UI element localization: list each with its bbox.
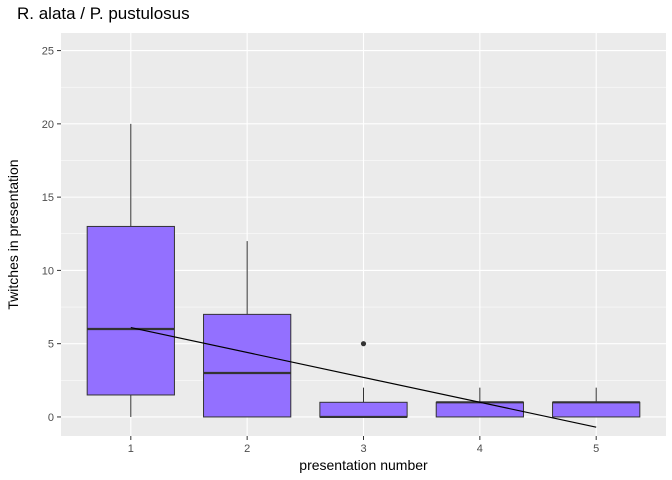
outlier-point: [360, 341, 367, 347]
x-tick-label: 4: [477, 443, 483, 455]
y-tick-label: 20: [42, 119, 54, 131]
trend-line: [130, 326, 597, 428]
y-axis-title: Twitches in presentation: [5, 159, 21, 309]
box-3: [319, 341, 408, 419]
box-iqr: [435, 401, 524, 418]
box-iqr: [319, 401, 408, 418]
x-tick-label: 3: [360, 443, 366, 455]
box-1: [86, 123, 175, 417]
box-iqr: [86, 225, 175, 396]
x-axis-title: presentation number: [299, 457, 428, 473]
x-tick-label: 5: [593, 443, 599, 455]
chart-title: R. alata / P. pustulosus: [17, 4, 190, 23]
y-tick-label: 15: [42, 192, 54, 204]
box-2: [203, 241, 292, 418]
box-5: [552, 387, 641, 418]
box-layer: [86, 123, 641, 419]
y-tick-label: 5: [48, 339, 54, 351]
trend-layer: [130, 326, 597, 428]
y-tick-label: 10: [42, 265, 54, 277]
x-tick-label: 1: [128, 443, 134, 455]
axes: 0 5 10 15 20 25 1 2 3 4 5: [42, 46, 600, 455]
box-iqr: [203, 313, 292, 418]
y-tick-label: 25: [42, 46, 54, 58]
y-tick-label: 0: [48, 412, 54, 424]
box-iqr: [552, 401, 641, 418]
x-tick-label: 2: [244, 443, 250, 455]
